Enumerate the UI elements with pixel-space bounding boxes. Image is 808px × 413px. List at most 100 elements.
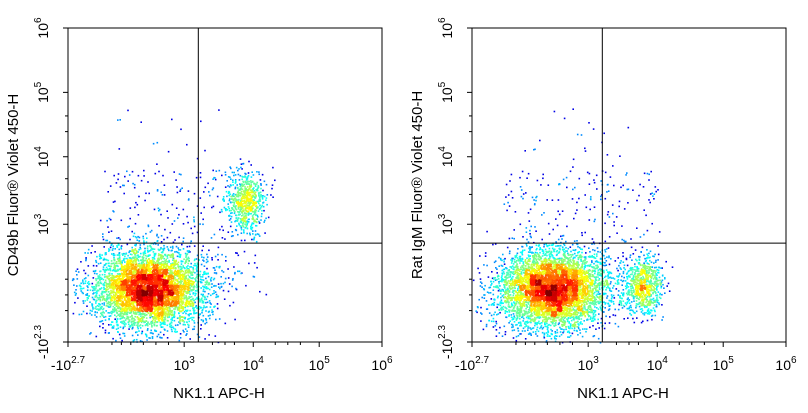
event-dot [167,303,170,306]
event-dot [179,297,182,300]
event-dot [243,197,246,199]
event-dot [145,232,147,235]
event-dot [152,142,155,145]
event-dot [171,223,174,225]
event-dot [192,303,195,305]
event-dot [162,294,165,296]
event-dot [147,261,149,264]
event-dot [119,308,122,310]
event-dot [114,292,117,294]
event-dot [220,208,223,211]
event-dot [132,327,134,329]
event-dot [120,265,123,267]
event-dot [124,257,126,260]
event-dot [119,260,121,263]
event-dot [151,324,153,327]
event-dot [98,297,100,299]
event-dot [161,318,163,321]
event-dot [252,188,254,190]
event-dot [180,173,182,176]
event-dot [162,267,164,270]
event-dot [241,210,243,212]
event-dot [177,247,180,249]
event-dot [188,302,190,304]
event-dot [134,307,137,310]
event-dot [234,182,237,184]
event-dot [185,297,187,299]
event-dot [144,286,146,288]
event-dot [146,255,148,258]
event-dot [81,287,83,290]
event-dot [164,302,166,305]
event-dot [196,254,199,257]
event-dot [120,315,123,317]
event-dot [125,309,128,312]
event-dot [109,301,112,304]
event-dot [120,219,123,222]
event-dot [120,245,123,247]
event-dot [175,302,178,305]
event-dot [178,310,181,312]
event-dot [120,263,123,266]
event-dot [118,254,121,256]
event-dot [99,282,101,285]
event-dot [99,219,102,222]
event-dot [250,185,253,188]
event-dot [138,263,140,265]
event-dot [153,308,156,311]
event-dot [160,263,162,266]
event-dot [103,246,105,248]
event-dot [242,180,244,183]
event-dot [192,292,195,294]
event-dot [141,312,143,315]
event-dot [163,319,166,321]
event-dot [145,262,148,264]
event-dot [154,306,156,308]
event-dot [98,308,101,311]
event-dot [178,321,180,323]
event-dot [178,275,180,278]
event-dot [176,296,178,299]
event-dot [161,306,163,308]
event-dot [195,268,198,270]
event-dot [98,255,101,257]
event-dot [196,231,199,234]
event-dot [189,338,191,340]
event-dot [111,249,114,251]
event-dot [144,281,146,283]
event-dot [182,208,185,211]
event-dot [76,278,79,280]
event-dot [177,297,180,300]
event-dot [242,214,244,216]
event-dot [139,255,141,258]
event-dot [80,313,83,316]
event-dot [127,254,129,257]
event-dot [166,246,169,248]
event-dot [247,204,249,207]
event-dot [134,254,137,256]
event-dot [125,267,128,269]
event-dot [99,270,102,272]
event-dot [153,252,156,255]
event-dot [116,291,119,293]
event-dot [248,218,250,221]
event-dot [106,289,108,291]
event-dot [195,264,197,267]
event-dot [236,201,238,204]
event-dot [174,260,176,262]
event-dot [86,285,89,287]
event-dot [130,305,133,308]
event-dot [131,170,134,173]
event-dot [110,324,112,326]
event-dot [172,253,174,255]
event-dot [110,291,113,293]
event-dot [190,277,192,280]
event-dot [186,309,189,312]
event-dot [246,208,248,210]
event-dot [257,186,260,188]
event-dot [114,270,117,273]
event-dot [142,263,145,266]
event-dot [94,291,97,294]
event-dot [99,320,101,323]
event-dot [138,270,140,272]
